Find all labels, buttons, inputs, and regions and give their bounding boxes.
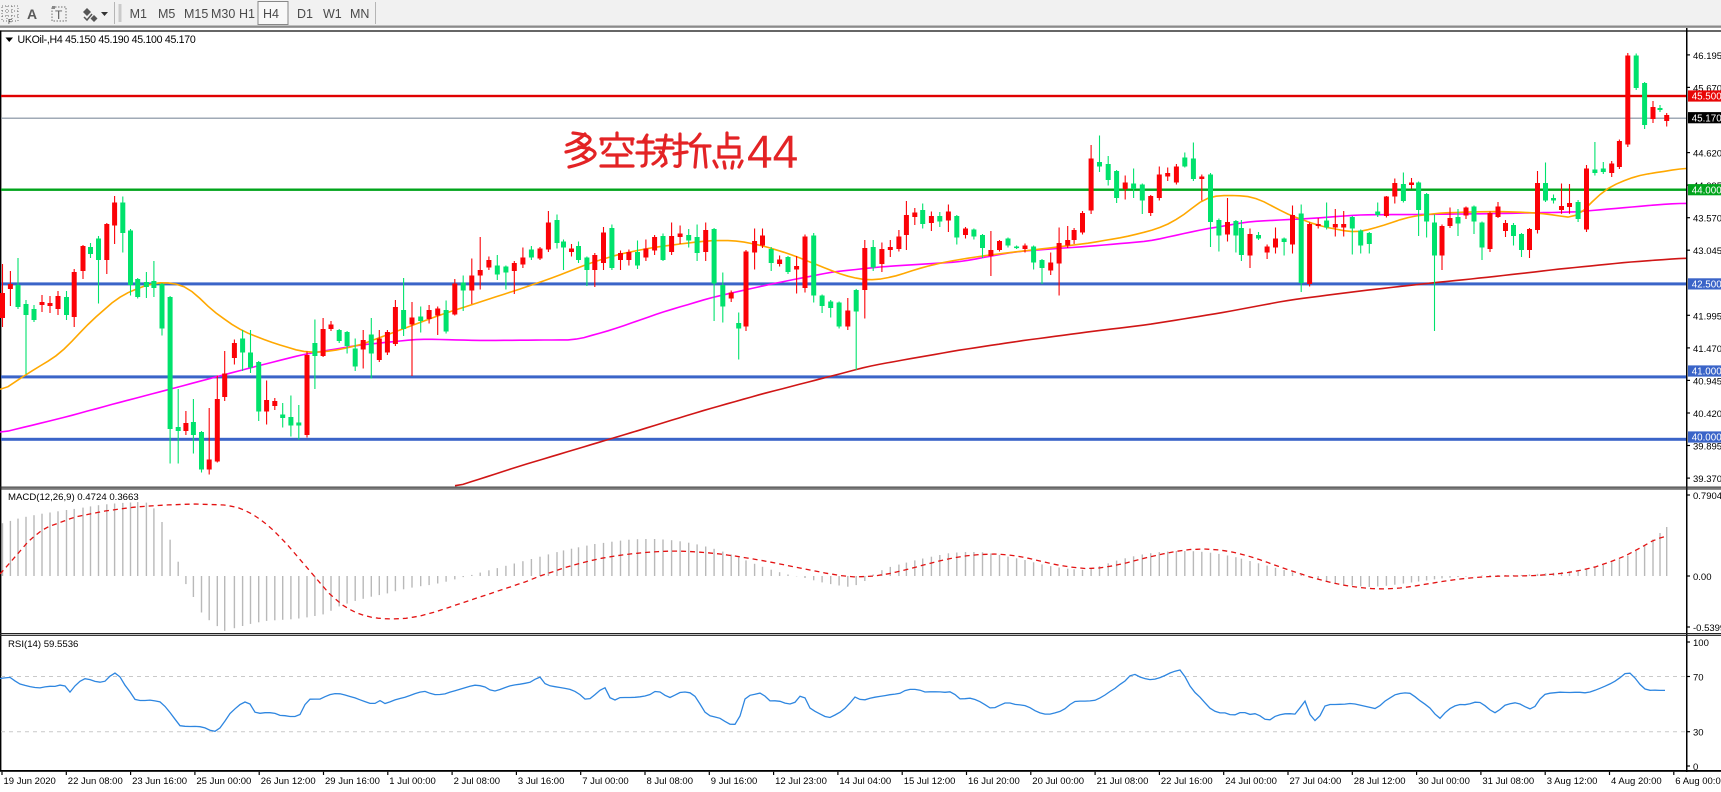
svg-text:40.945: 40.945 <box>1693 376 1721 387</box>
svg-text:16 Jul 20:00: 16 Jul 20:00 <box>968 776 1020 787</box>
svg-text:6 Aug 00:00: 6 Aug 00:00 <box>1675 776 1721 787</box>
svg-text:42.500: 42.500 <box>1692 280 1721 291</box>
svg-text:12 Jul 23:00: 12 Jul 23:00 <box>775 776 827 787</box>
svg-text:M15: M15 <box>184 7 208 21</box>
svg-text:19 Jun 2020: 19 Jun 2020 <box>4 776 56 787</box>
svg-text:45.500: 45.500 <box>1692 92 1721 103</box>
svg-text:40.420: 40.420 <box>1693 409 1721 420</box>
svg-text:T: T <box>55 8 63 22</box>
svg-text:H4: H4 <box>263 7 279 21</box>
svg-text:29 Jun 16:00: 29 Jun 16:00 <box>325 776 380 787</box>
svg-text:26 Jun 12:00: 26 Jun 12:00 <box>261 776 316 787</box>
svg-text:44.620: 44.620 <box>1693 149 1721 160</box>
svg-text:44: 44 <box>747 126 798 178</box>
svg-text:39.370: 39.370 <box>1693 474 1721 485</box>
svg-text:27 Jul 04:00: 27 Jul 04:00 <box>1290 776 1342 787</box>
svg-text:44.000: 44.000 <box>1692 185 1721 196</box>
svg-text:25 Jun 00:00: 25 Jun 00:00 <box>196 776 251 787</box>
svg-text:UKOil-,H4 45.150 45.190 45.10: UKOil-,H4 45.150 45.190 45.100 45.170 <box>18 34 196 46</box>
svg-text:22 Jul 16:00: 22 Jul 16:00 <box>1161 776 1213 787</box>
svg-text:8 Jul 08:00: 8 Jul 08:00 <box>647 776 693 787</box>
svg-text:9 Jul 16:00: 9 Jul 16:00 <box>711 776 757 787</box>
svg-text:4 Aug 20:00: 4 Aug 20:00 <box>1611 776 1662 787</box>
svg-text:20 Jul 00:00: 20 Jul 00:00 <box>1032 776 1084 787</box>
svg-text:21 Jul 08:00: 21 Jul 08:00 <box>1097 776 1149 787</box>
svg-text:41.000: 41.000 <box>1692 367 1721 378</box>
svg-text:2 Jul 08:00: 2 Jul 08:00 <box>454 776 500 787</box>
svg-text:24 Jul 00:00: 24 Jul 00:00 <box>1225 776 1277 787</box>
svg-text:3 Jul 16:00: 3 Jul 16:00 <box>518 776 564 787</box>
svg-text:1 Jul 00:00: 1 Jul 00:00 <box>389 776 435 787</box>
svg-text:40.000: 40.000 <box>1692 433 1721 444</box>
svg-text:30: 30 <box>1693 728 1704 739</box>
svg-text:D1: D1 <box>297 7 313 21</box>
svg-text:100: 100 <box>1693 638 1709 649</box>
svg-text:14 Jul 04:00: 14 Jul 04:00 <box>839 776 891 787</box>
svg-text:39.895: 39.895 <box>1693 442 1721 453</box>
svg-text:MN: MN <box>350 7 369 21</box>
svg-text:22 Jun 08:00: 22 Jun 08:00 <box>68 776 123 787</box>
svg-text:-0.5399: -0.5399 <box>1693 623 1721 634</box>
svg-text:M1: M1 <box>130 7 147 21</box>
svg-text:0: 0 <box>1693 762 1698 773</box>
svg-text:0.7904: 0.7904 <box>1693 491 1721 502</box>
svg-text:31 Jul 08:00: 31 Jul 08:00 <box>1482 776 1534 787</box>
svg-text:43.045: 43.045 <box>1693 246 1721 257</box>
svg-text:30 Jul 00:00: 30 Jul 00:00 <box>1418 776 1470 787</box>
svg-text:23 Jun 16:00: 23 Jun 16:00 <box>132 776 187 787</box>
svg-text:70: 70 <box>1693 673 1704 684</box>
svg-text:H1: H1 <box>239 7 255 21</box>
svg-text:28 Jul 12:00: 28 Jul 12:00 <box>1354 776 1406 787</box>
svg-text:A: A <box>27 6 37 22</box>
svg-text:3 Aug 12:00: 3 Aug 12:00 <box>1547 776 1598 787</box>
svg-text:F: F <box>8 19 12 26</box>
svg-text:MACD(12,26,9) 0.4724 0.3663: MACD(12,26,9) 0.4724 0.3663 <box>8 492 139 503</box>
svg-text:W1: W1 <box>323 7 342 21</box>
svg-text:45.170: 45.170 <box>1692 113 1721 124</box>
svg-text:41.470: 41.470 <box>1693 344 1721 355</box>
svg-text:RSI(14) 59.5536: RSI(14) 59.5536 <box>8 639 78 650</box>
svg-text:43.570: 43.570 <box>1693 214 1721 225</box>
svg-text:45.670: 45.670 <box>1693 83 1721 94</box>
svg-text:46.195: 46.195 <box>1693 51 1721 62</box>
svg-text:M5: M5 <box>158 7 175 21</box>
svg-text:M30: M30 <box>211 7 235 21</box>
svg-text:15 Jul 12:00: 15 Jul 12:00 <box>904 776 956 787</box>
svg-text:7 Jul 00:00: 7 Jul 00:00 <box>582 776 628 787</box>
svg-text:41.995: 41.995 <box>1693 311 1721 322</box>
svg-text:0.00: 0.00 <box>1693 572 1712 583</box>
